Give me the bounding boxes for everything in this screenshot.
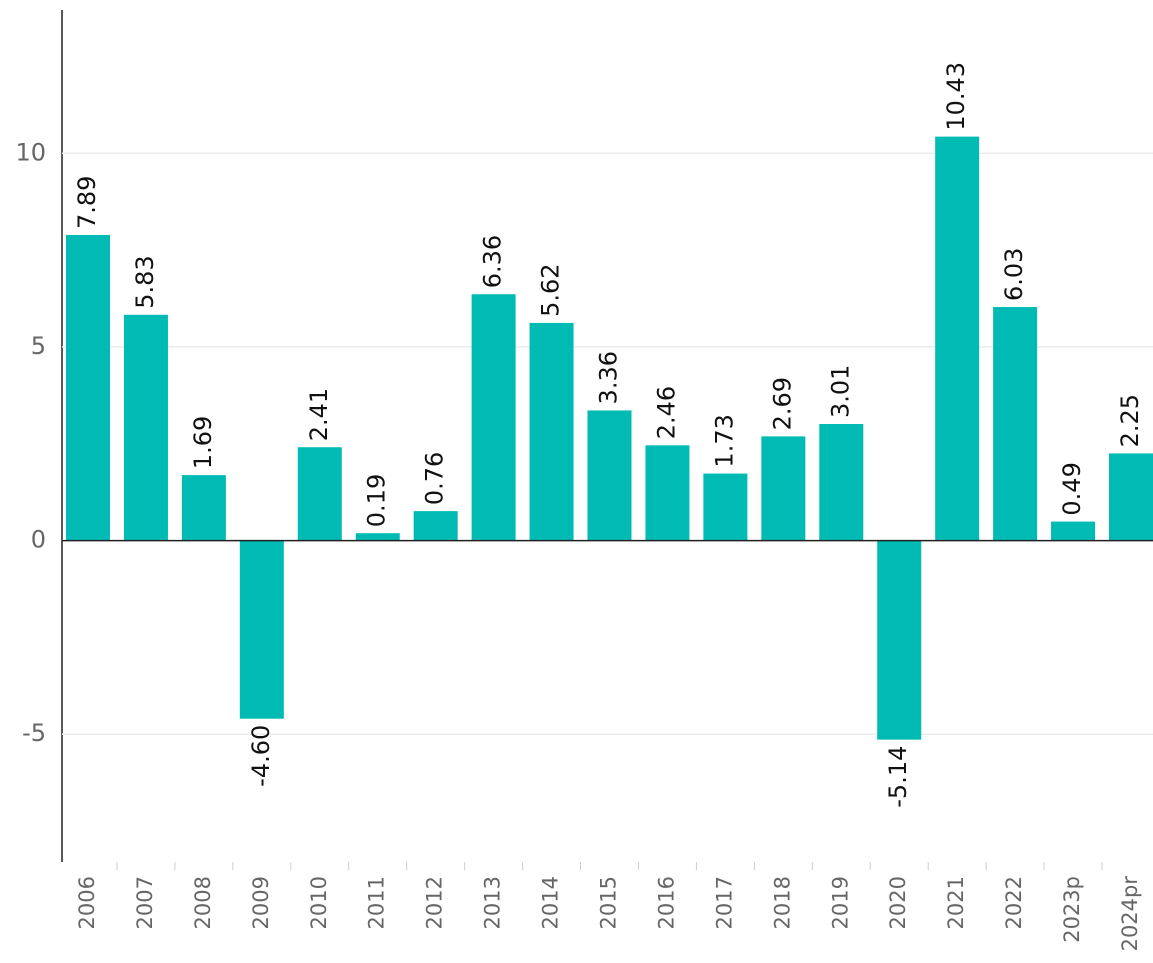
bar <box>297 447 342 541</box>
bar <box>181 475 226 541</box>
x-tick-label: 2009 <box>249 876 273 929</box>
bar <box>877 540 922 740</box>
bar <box>935 136 980 541</box>
y-tick-label: 10 <box>15 138 46 166</box>
value-label: 7.89 <box>73 176 101 229</box>
value-label: 5.62 <box>537 263 565 316</box>
value-label: 2.25 <box>1116 394 1144 447</box>
y-tick-label: -5 <box>22 719 46 747</box>
bar <box>355 533 400 541</box>
x-tick-label: 2011 <box>365 876 389 929</box>
bar <box>645 445 690 541</box>
bar <box>1051 521 1096 541</box>
x-tick-label: 2021 <box>944 876 968 929</box>
x-tick-label: 2014 <box>539 876 563 929</box>
value-label: -5.14 <box>884 746 912 808</box>
value-label: 0.19 <box>363 474 391 527</box>
bar <box>761 436 806 541</box>
value-label: -4.60 <box>247 725 275 787</box>
value-label: 3.36 <box>595 351 623 404</box>
x-tick-label: 2015 <box>597 876 621 929</box>
bar <box>529 322 574 541</box>
x-tick-label: 2018 <box>770 876 794 929</box>
bar <box>66 235 110 541</box>
value-label: 5.83 <box>131 255 159 308</box>
x-tick-label: 2007 <box>133 876 157 929</box>
value-label: 0.76 <box>421 452 449 505</box>
bar <box>1109 453 1153 541</box>
value-label: 6.03 <box>1000 248 1028 301</box>
bar <box>471 294 516 541</box>
value-label: 1.73 <box>710 414 738 467</box>
value-label: 1.69 <box>189 416 217 469</box>
bar <box>703 473 748 541</box>
x-tick-label: 2017 <box>712 876 736 929</box>
bar <box>239 540 284 719</box>
x-tick-label: 2023p <box>1060 876 1084 943</box>
value-label: 2.69 <box>768 377 796 430</box>
x-tick-label: 2006 <box>75 876 99 929</box>
x-tick-label: 2020 <box>886 876 910 929</box>
x-tick-label: 2019 <box>828 876 852 929</box>
x-tick-label: 2010 <box>307 876 331 929</box>
value-label: 2.46 <box>652 386 680 439</box>
bar <box>993 307 1038 541</box>
x-tick-label: 2008 <box>191 876 215 929</box>
bar <box>123 314 168 541</box>
value-label: 3.01 <box>826 365 854 418</box>
bar <box>413 511 458 541</box>
y-tick-label: 0 <box>31 526 46 554</box>
x-tick-label: 2012 <box>423 876 447 929</box>
value-label: 6.36 <box>479 235 507 288</box>
x-tick-label: 2013 <box>481 876 505 929</box>
x-tick-label: 2016 <box>654 876 678 929</box>
value-label: 0.49 <box>1058 462 1086 515</box>
bar <box>819 423 864 541</box>
x-tick-label: 2022 <box>1002 876 1026 929</box>
value-label: 10.43 <box>942 62 970 131</box>
x-tick-label: 2024pr <box>1118 876 1142 952</box>
bar <box>587 410 632 541</box>
y-tick-label: 5 <box>31 332 46 360</box>
value-label: 2.41 <box>305 388 333 441</box>
